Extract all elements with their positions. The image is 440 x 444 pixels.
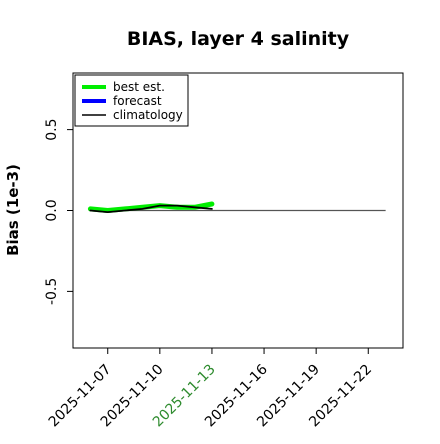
series-line-climatology xyxy=(89,204,213,214)
chart-marks: -0.50.00.52025-11-072025-11-102025-11-13… xyxy=(44,74,386,430)
legend-label: climatology xyxy=(113,108,183,122)
y-tick-label: -0.5 xyxy=(44,278,60,305)
legend-label: forecast xyxy=(113,94,162,108)
y-tick-label: 0.0 xyxy=(44,199,60,221)
y-axis-label: Bias (1e-3) xyxy=(4,164,22,256)
chart-title: BIAS, layer 4 salinity xyxy=(127,28,350,50)
legend-label: best est. xyxy=(113,80,165,94)
y-tick-label: 0.5 xyxy=(44,118,60,140)
